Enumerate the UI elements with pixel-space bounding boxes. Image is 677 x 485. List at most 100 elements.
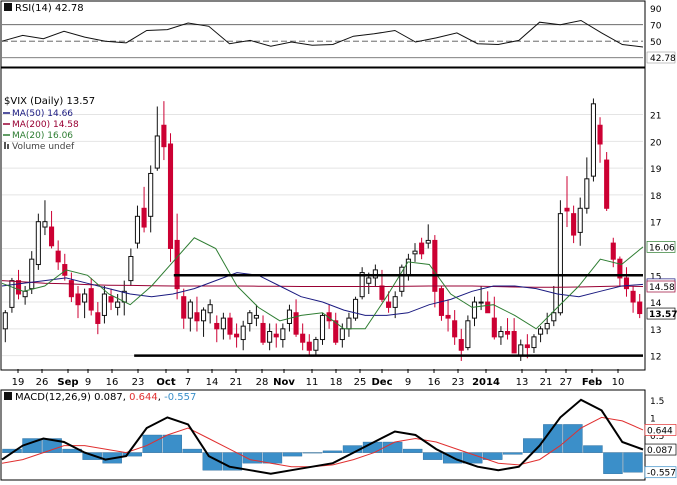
macd-hist-bar	[583, 445, 603, 453]
price-panel-frame	[0, 67, 646, 371]
candle-down	[55, 250, 61, 263]
rsi-legend-swatch	[4, 3, 12, 11]
value-label-last: 13.57	[649, 310, 677, 320]
price-tick-label: 12	[650, 353, 661, 363]
candle-down	[227, 317, 233, 335]
macd-tick-label: 1	[650, 414, 656, 424]
x-tick-label: 21	[230, 377, 243, 388]
macd-tick-label: 0.5	[650, 432, 664, 442]
candle-up	[2, 312, 8, 330]
rsi-value-label: 42.78	[650, 54, 676, 64]
candle-up	[201, 309, 207, 322]
candle-up	[498, 331, 504, 338]
macd-value-label: -0.557	[647, 469, 676, 479]
candle-up	[220, 317, 226, 330]
candle-up	[366, 277, 372, 284]
x-tick-label: Nov	[273, 377, 295, 388]
candle-down	[564, 207, 570, 212]
candle-down	[214, 322, 220, 330]
candle-up	[134, 215, 141, 244]
candle-up	[399, 266, 405, 292]
candle-down	[300, 333, 306, 343]
macd-value-box	[644, 466, 677, 479]
candle-down	[524, 344, 530, 349]
x-tick-label: 19	[12, 377, 25, 388]
candle-up	[247, 312, 253, 324]
candle-down	[610, 242, 616, 260]
candle-down	[68, 280, 74, 298]
candle-down	[234, 333, 240, 338]
macd-hist-bar	[382, 441, 403, 453]
macd-value-label: 0.644	[647, 426, 673, 436]
candle-down	[95, 312, 101, 324]
candle-down	[419, 242, 425, 255]
macd-title-part: MACD(12,26,9) 0.087,	[15, 392, 129, 403]
candle-up	[392, 296, 398, 308]
x-tick-label: 26	[36, 377, 49, 388]
x-tick-label: 9	[405, 377, 411, 388]
candle-down	[597, 124, 603, 145]
candle-up	[154, 135, 160, 169]
ma200-line	[1, 280, 644, 288]
candle-up	[538, 328, 544, 335]
macd-y-axis: 1.5 1 0.5	[650, 397, 664, 442]
candle-up	[148, 172, 154, 217]
candle-down	[604, 159, 610, 209]
price-tick-label: 13	[650, 326, 661, 336]
macd-hist-bar	[603, 452, 623, 474]
candle-down	[623, 277, 630, 290]
candle-up	[577, 207, 583, 233]
candle-down	[432, 239, 438, 292]
candle-up	[531, 336, 537, 349]
macd-panel: 1.5 1 0.5 0.644 0.087 -0.557 MACD(12,26,9) 0…	[0, 389, 677, 481]
x-tick-label: 2014	[472, 377, 500, 388]
macd-hist-bar	[543, 424, 563, 453]
macd-hist-bar	[483, 452, 503, 460]
candle-up	[22, 290, 28, 298]
x-tick-label: Sep	[57, 377, 78, 388]
candle-down	[141, 207, 147, 228]
candle-down	[194, 312, 200, 322]
candle-down	[174, 239, 180, 290]
candle-up	[359, 272, 365, 298]
candle-up	[372, 269, 378, 279]
macd-line	[1, 398, 644, 475]
macd-title-part: ,	[158, 392, 164, 403]
value-label-box	[646, 307, 676, 320]
ma20-line	[1, 237, 644, 330]
macd-hist-bar	[422, 452, 443, 460]
candle-down	[167, 143, 174, 249]
candle-up	[319, 314, 326, 341]
ma50-line	[1, 272, 644, 316]
macd-title-part: -0.557	[164, 392, 196, 403]
macd-value-label: 0.087	[647, 446, 673, 456]
rsi-tick-label: 50	[650, 38, 662, 48]
macd-hist-bar	[322, 450, 343, 453]
macd-hist-bar	[282, 452, 303, 457]
value-label-ma200: 14.58	[649, 283, 675, 293]
macd-hist-bar	[402, 448, 423, 453]
value-label-ma20: 16.06	[649, 243, 675, 253]
candle-up	[207, 304, 213, 314]
rsi-panel-frame	[0, 0, 646, 68]
candle-up	[425, 239, 431, 244]
x-tick-label: 11	[306, 377, 319, 388]
candle-up	[590, 103, 596, 177]
candle-up	[557, 213, 563, 314]
candle-down	[386, 301, 392, 308]
candle-up	[339, 328, 345, 341]
candle-down	[273, 333, 279, 338]
rsi-panel: 90705030 RSI(14) 42.78 42.78	[0, 0, 676, 68]
price-panel: 12 13 14 15 16 17 18 19 20 21 $VIX (Daily) 13.57 …	[0, 67, 677, 388]
candle-up	[240, 325, 246, 341]
candle-up	[518, 344, 524, 357]
x-tick-label: 7	[185, 377, 191, 388]
legend-ma50: MA(50) 14.66	[12, 109, 73, 119]
x-tick-label: 10	[612, 377, 625, 388]
x-tick-label: 9	[85, 377, 91, 388]
candle-down	[445, 314, 451, 319]
macd-hist-bar	[202, 452, 223, 471]
legend-ma20: MA(20) 16.06	[12, 131, 73, 141]
candle-down	[108, 296, 114, 303]
